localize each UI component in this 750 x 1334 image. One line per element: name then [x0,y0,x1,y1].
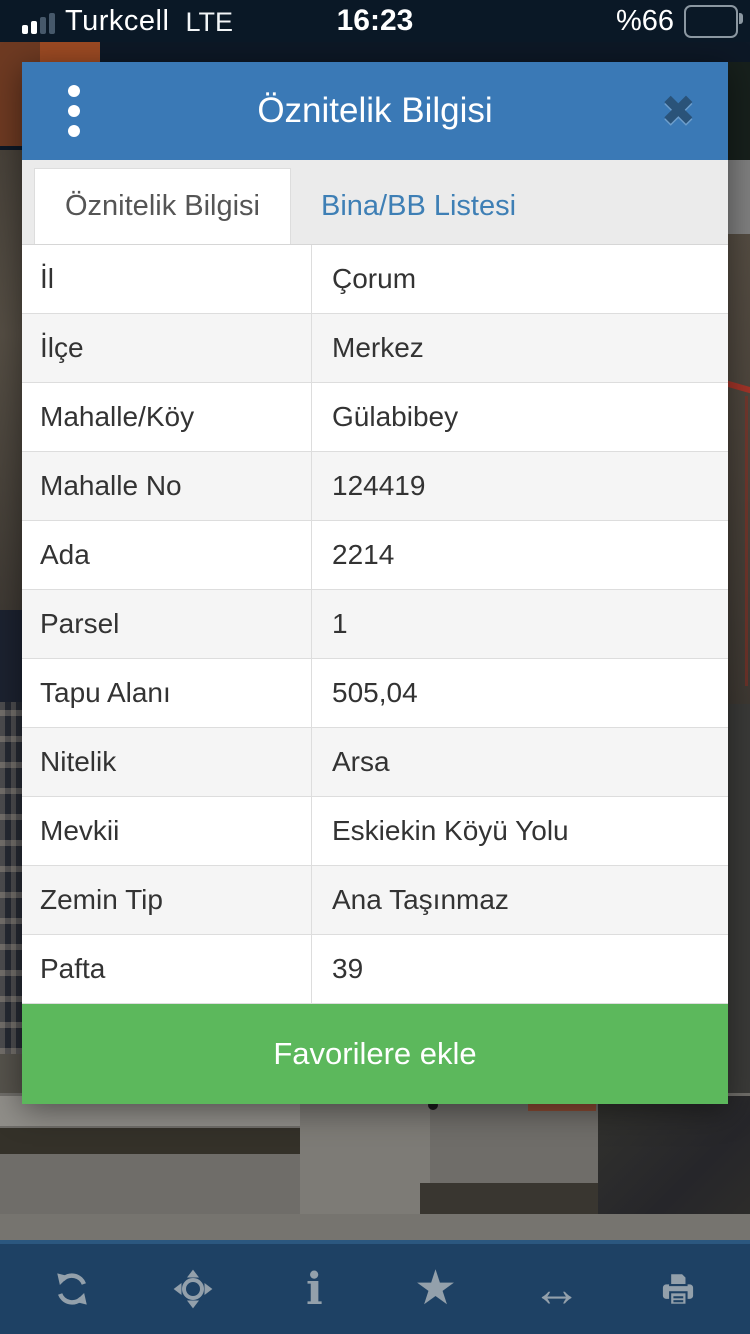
measure-button[interactable]: ↔ [521,1253,593,1325]
row-value: 124419 [332,470,426,501]
row-label: İl [22,245,312,313]
network-type-label: LTE [185,6,233,37]
table-row: Mahalle/Köy Gülabibey [22,383,728,452]
status-right: %66 [615,4,743,38]
table-row: İl Çorum [22,245,728,314]
attribute-table: İl Çorum İlçe Merkez Mahalle/Köy Gülabib… [22,245,728,1004]
table-row: İlçe Merkez [22,314,728,383]
print-button[interactable] [642,1253,714,1325]
table-row: Nitelik Arsa [22,728,728,797]
printer-icon [657,1268,699,1310]
locate-button[interactable] [157,1253,229,1325]
map-left-building [0,702,22,1054]
table-row: Pafta 39 [22,935,728,1003]
row-value: Çorum [332,263,417,294]
carrier-label: Turkcell [65,4,170,37]
menu-dots-icon[interactable] [44,76,104,146]
row-value: 505,04 [332,677,418,708]
row-label: Zemin Tip [22,866,312,934]
table-row: Parsel 1 [22,590,728,659]
row-label: Pafta [22,935,312,1003]
favorites-button[interactable]: ★ [400,1253,472,1325]
signal-strength-icon [22,12,55,34]
row-value: Arsa [332,746,390,777]
status-left: Turkcell LTE [22,5,233,38]
tab-bar: Öznitelik Bilgisi Bina/BB Listesi [22,160,728,245]
status-bar: Turkcell LTE 16:23 %66 [0,0,750,42]
battery-percent-label: %66 [615,4,674,37]
row-value: Eskiekin Köyü Yolu [332,815,569,846]
clock: 16:23 [336,4,414,37]
info-button[interactable]: i [278,1253,350,1325]
refresh-button[interactable] [36,1253,108,1325]
row-label: Mahalle No [22,452,312,520]
close-icon[interactable]: ✖ [660,87,696,134]
map-right-ground [728,704,750,1100]
table-row: Mevkii Eskiekin Köyü Yolu [22,797,728,866]
refresh-icon [52,1269,92,1309]
row-label: Mevkii [22,797,312,865]
row-value: Ana Taşınmaz [332,884,509,915]
row-value: Gülabibey [332,401,459,432]
horizontal-arrow-icon: ↔ [531,1261,582,1317]
table-row: Tapu Alanı 505,04 [22,659,728,728]
row-label: İlçe [22,314,312,382]
info-icon: i [306,1263,323,1315]
attribute-info-dialog: Öznitelik Bilgisi ✖ Öznitelik Bilgisi Bi… [22,62,728,1104]
battery-icon [684,4,743,38]
row-label: Nitelik [22,728,312,796]
map-toolbar: i ★ ↔ [0,1240,750,1334]
row-label: Parsel [22,590,312,658]
map-left-terrain [0,150,22,610]
map-right-roof [728,160,750,234]
map-left-ground [0,1054,22,1100]
row-value: Merkez [332,332,424,363]
tab-bina-bb-listesi[interactable]: Bina/BB Listesi [321,189,517,222]
tab-oznitelik-bilgisi[interactable]: Öznitelik Bilgisi [34,168,291,244]
map-left-shadow [0,610,22,702]
map-bottom-dot [428,1100,438,1110]
map-parcel-red-line-vertical [745,396,748,686]
table-row: Zemin Tip Ana Taşınmaz [22,866,728,935]
table-row: Mahalle No 124419 [22,452,728,521]
map-bottom-light-band [0,1214,750,1240]
map-right-dark [728,62,750,160]
row-label: Ada [22,521,312,589]
map-right-terrain [728,234,750,704]
dialog-title: Öznitelik Bilgisi [257,91,493,130]
crosshair-icon [173,1269,213,1309]
add-to-favorites-button[interactable]: Favorilere ekle [22,1004,728,1104]
row-value: 39 [332,953,364,984]
table-row: Ada 2214 [22,521,728,590]
row-label: Tapu Alanı [22,659,312,727]
map-bottom-dark-building [598,1096,750,1234]
row-label: Mahalle/Köy [22,383,312,451]
dialog-header: Öznitelik Bilgisi ✖ [22,62,728,160]
star-icon: ★ [414,1262,458,1315]
row-value: 1 [332,608,348,639]
row-value: 2214 [332,539,395,570]
